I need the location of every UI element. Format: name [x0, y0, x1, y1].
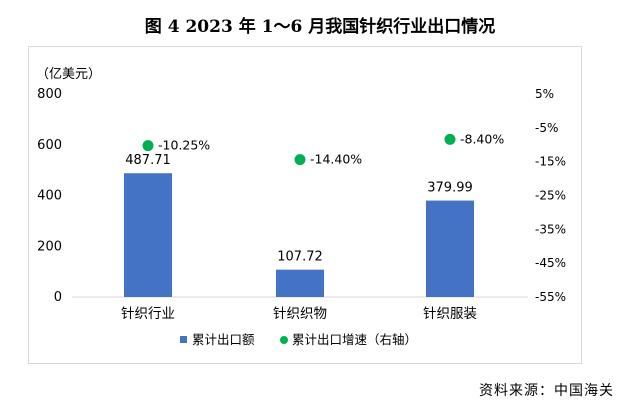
y-left-tick-label: 400 — [37, 189, 62, 204]
growth-point — [142, 140, 154, 152]
y-right-tick-label: -5% — [535, 121, 558, 135]
growth-point-label: -8.40% — [460, 131, 504, 146]
y-left-tick-label: 200 — [37, 239, 62, 254]
category-label: 针织行业 — [121, 306, 175, 322]
growth-point — [444, 133, 456, 145]
bar — [276, 269, 324, 297]
y-left-tick-label: 800 — [37, 87, 62, 102]
bar — [426, 200, 474, 297]
bar-value-label: 379.99 — [427, 181, 473, 196]
y-left-tick-label: 0 — [54, 290, 62, 305]
y-right-tick-label: 5% — [535, 87, 554, 101]
y-right-tick-label: -45% — [535, 256, 566, 270]
y-axis-unit-label: （亿美元） — [36, 67, 101, 82]
y-right-tick-label: -25% — [535, 189, 566, 203]
chart-frame — [28, 46, 582, 364]
legend-label-bar: 累计出口额 — [192, 332, 255, 347]
growth-point — [294, 154, 306, 166]
chart-title: 图 4 2023 年 1～6 月我国针织行业出口情况 — [144, 17, 496, 37]
y-right-tick-label: -35% — [535, 222, 566, 236]
bar-value-label: 107.72 — [277, 250, 323, 265]
source-note: 资料来源：中国海关 — [479, 383, 614, 399]
legend: 累计出口额 累计出口增速（右轴） — [180, 332, 417, 347]
growth-point-label: -10.25% — [158, 138, 210, 153]
legend-label-point: 累计出口增速（右轴） — [292, 332, 417, 347]
legend-swatch-bar — [180, 336, 187, 343]
bar-value-label: 487.71 — [125, 153, 171, 168]
bar — [124, 173, 172, 297]
y-right-tick-label: -55% — [535, 290, 566, 304]
category-label: 针织服装 — [423, 306, 477, 322]
legend-swatch-point — [280, 336, 288, 344]
growth-point-label: -14.40% — [310, 152, 362, 167]
y-right-tick-label: -15% — [535, 155, 566, 169]
y-left-tick-label: 600 — [37, 138, 62, 153]
category-label: 针织织物 — [273, 306, 327, 322]
